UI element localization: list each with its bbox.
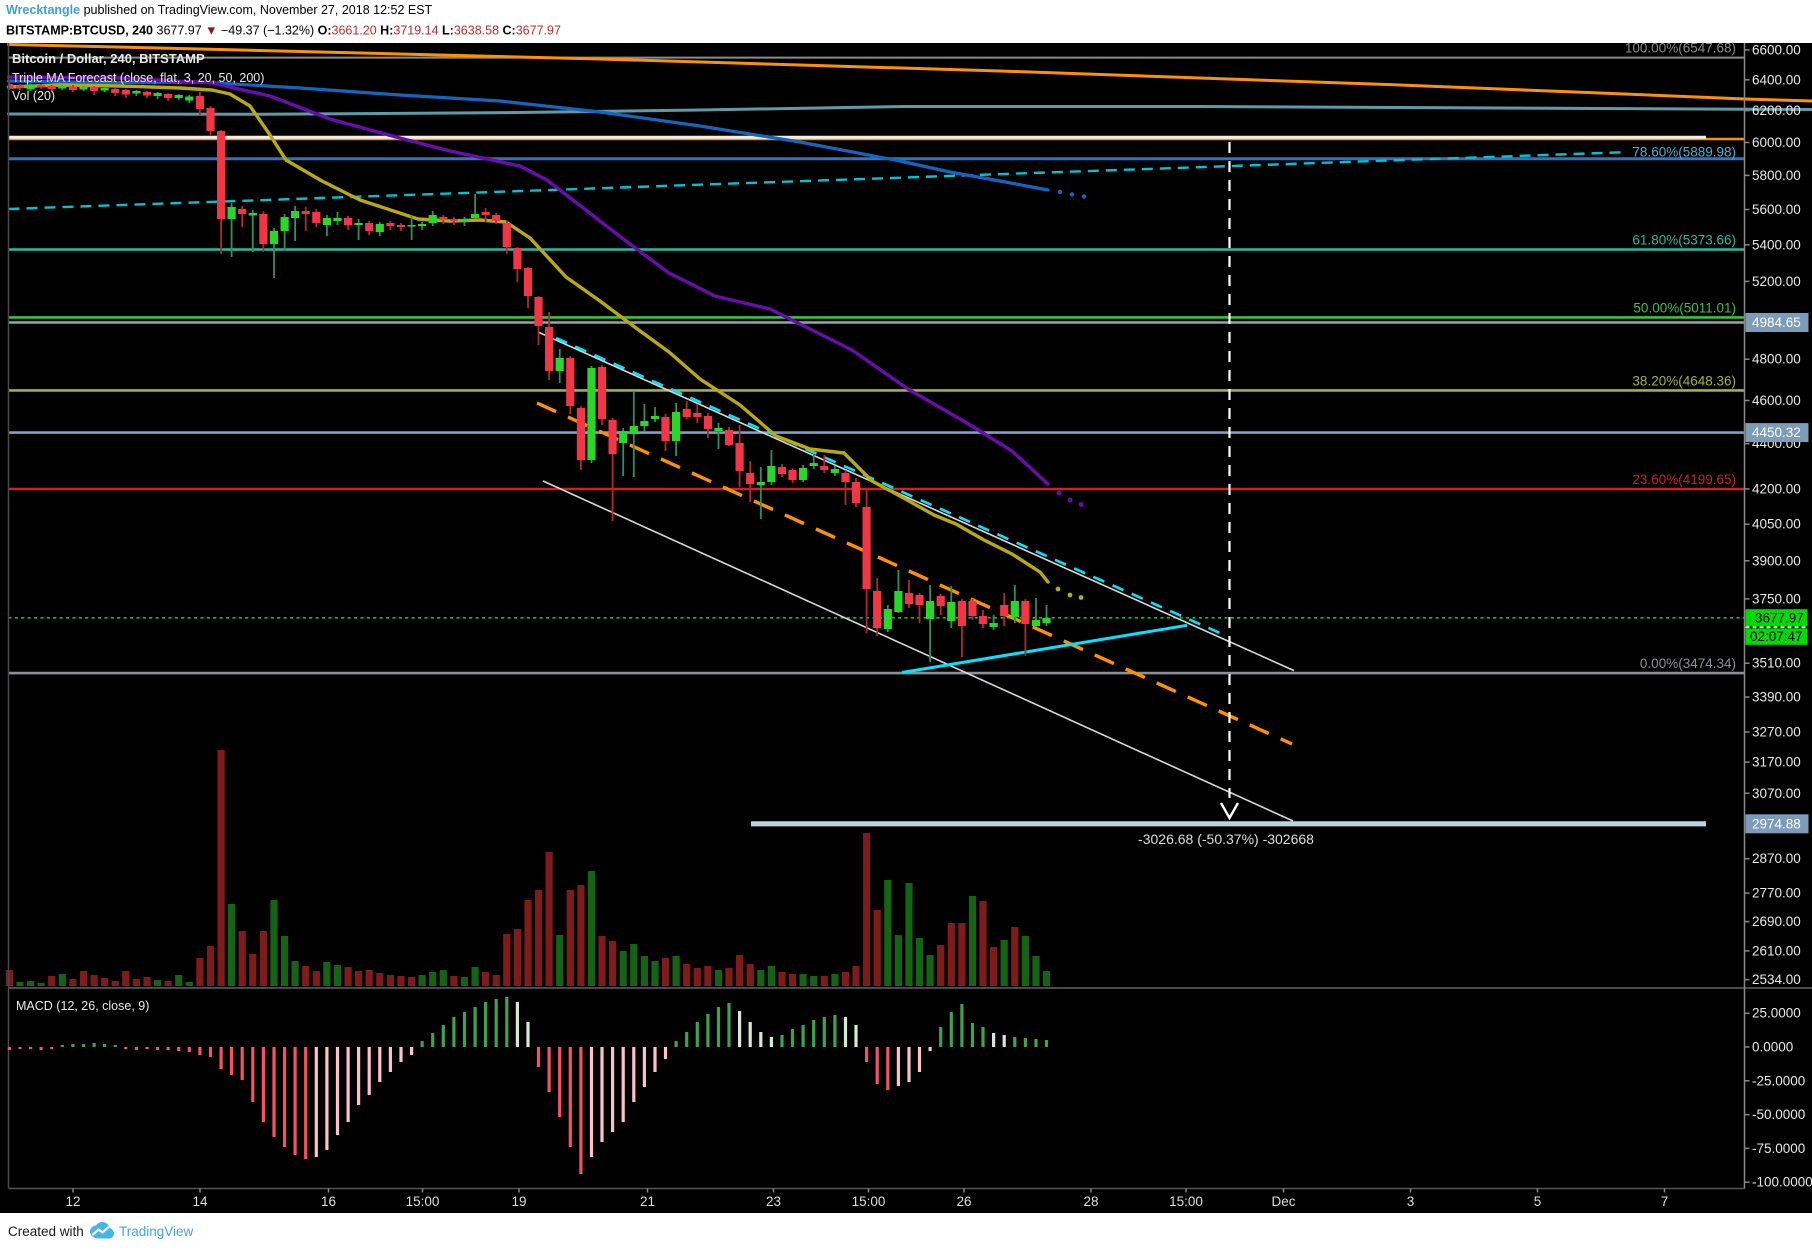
- svg-text:12: 12: [65, 1194, 80, 1209]
- svg-text:3170.00: 3170.00: [1752, 755, 1801, 770]
- svg-text:3900.00: 3900.00: [1752, 553, 1801, 568]
- svg-text:21: 21: [640, 1194, 655, 1209]
- svg-text:MACD (12, 26, close, 9): MACD (12, 26, close, 9): [16, 999, 149, 1013]
- svg-text:3: 3: [1407, 1194, 1415, 1209]
- svg-text:-75.0000: -75.0000: [1752, 1141, 1805, 1156]
- svg-text:15:00: 15:00: [852, 1194, 886, 1209]
- svg-text:2974.88: 2974.88: [1752, 816, 1801, 831]
- svg-text:Wrecktangle published on Tradi: Wrecktangle published on TradingView.com…: [6, 3, 433, 17]
- svg-text:Triple MA Forecast (close, fla: Triple MA Forecast (close, flat, 3, 20, …: [12, 71, 264, 85]
- svg-text:14: 14: [192, 1194, 208, 1209]
- svg-text:2690.00: 2690.00: [1752, 914, 1801, 929]
- svg-text:5600.00: 5600.00: [1752, 202, 1801, 217]
- svg-text:3070.00: 3070.00: [1752, 786, 1801, 801]
- svg-text:6200.00: 6200.00: [1752, 103, 1801, 118]
- svg-text:6400.00: 6400.00: [1752, 72, 1801, 87]
- svg-text:78.60%(5889.98): 78.60%(5889.98): [1632, 144, 1736, 159]
- svg-text:4800.00: 4800.00: [1752, 352, 1801, 367]
- svg-text:-3026.68 (-50.37%) -302668: -3026.68 (-50.37%) -302668: [1138, 831, 1314, 847]
- svg-text:3750.00: 3750.00: [1752, 591, 1801, 606]
- svg-text:02:07:47: 02:07:47: [1750, 629, 1803, 644]
- svg-text:5: 5: [1534, 1194, 1542, 1209]
- svg-text:50.00%(5011.01): 50.00%(5011.01): [1633, 300, 1736, 315]
- svg-text:6600.00: 6600.00: [1752, 42, 1801, 57]
- svg-text:6000.00: 6000.00: [1752, 135, 1801, 150]
- svg-text:TradingView: TradingView: [119, 1224, 194, 1239]
- svg-text:Dec: Dec: [1271, 1194, 1295, 1209]
- svg-text:Bitcoin / Dollar, 240, BITSTAM: Bitcoin / Dollar, 240, BITSTAMP: [12, 51, 205, 66]
- svg-text:Vol (20): Vol (20): [12, 89, 55, 103]
- svg-text:25.0000: 25.0000: [1752, 1006, 1801, 1021]
- svg-text:5400.00: 5400.00: [1752, 237, 1801, 252]
- svg-text:61.80%(5373.66): 61.80%(5373.66): [1632, 233, 1736, 248]
- svg-text:38.20%(4648.36): 38.20%(4648.36): [1632, 373, 1736, 388]
- svg-text:2610.00: 2610.00: [1752, 943, 1801, 958]
- svg-text:4600.00: 4600.00: [1752, 393, 1801, 408]
- svg-text:-50.0000: -50.0000: [1752, 1107, 1805, 1122]
- svg-text:23: 23: [766, 1194, 781, 1209]
- svg-text:15:00: 15:00: [406, 1194, 440, 1209]
- svg-text:23.60%(4199.65): 23.60%(4199.65): [1632, 472, 1736, 487]
- svg-text:7: 7: [1661, 1194, 1669, 1209]
- svg-text:2770.00: 2770.00: [1752, 886, 1801, 901]
- svg-text:19: 19: [511, 1194, 526, 1209]
- svg-text:BITSTAMP:BTCUSD, 240 3677.97 ▼: BITSTAMP:BTCUSD, 240 3677.97 ▼ −49.37 (−…: [6, 24, 561, 38]
- svg-text:-25.0000: -25.0000: [1752, 1073, 1805, 1088]
- svg-text:3270.00: 3270.00: [1752, 725, 1801, 740]
- svg-text:-100.0000: -100.0000: [1752, 1175, 1812, 1190]
- svg-text:2870.00: 2870.00: [1752, 851, 1801, 866]
- svg-text:2534.00: 2534.00: [1752, 972, 1801, 987]
- svg-text:16: 16: [321, 1194, 336, 1209]
- svg-text:100.00%(6547.68): 100.00%(6547.68): [1625, 41, 1736, 56]
- svg-text:4050.00: 4050.00: [1752, 517, 1801, 532]
- svg-text:5200.00: 5200.00: [1752, 274, 1801, 289]
- svg-text:5800.00: 5800.00: [1752, 168, 1801, 183]
- svg-text:4450.32: 4450.32: [1752, 425, 1801, 440]
- svg-text:4984.65: 4984.65: [1752, 315, 1801, 330]
- svg-text:28: 28: [1083, 1194, 1098, 1209]
- svg-text:0.0000: 0.0000: [1752, 1040, 1793, 1055]
- svg-text:15:00: 15:00: [1169, 1194, 1203, 1209]
- svg-text:3677.97: 3677.97: [1755, 610, 1804, 625]
- svg-text:3390.00: 3390.00: [1752, 690, 1801, 705]
- svg-text:Created with: Created with: [8, 1224, 84, 1239]
- svg-text:4200.00: 4200.00: [1752, 481, 1801, 496]
- svg-text:3510.00: 3510.00: [1752, 656, 1801, 671]
- svg-text:0.00%(3474.34): 0.00%(3474.34): [1640, 656, 1736, 671]
- svg-text:26: 26: [956, 1194, 971, 1209]
